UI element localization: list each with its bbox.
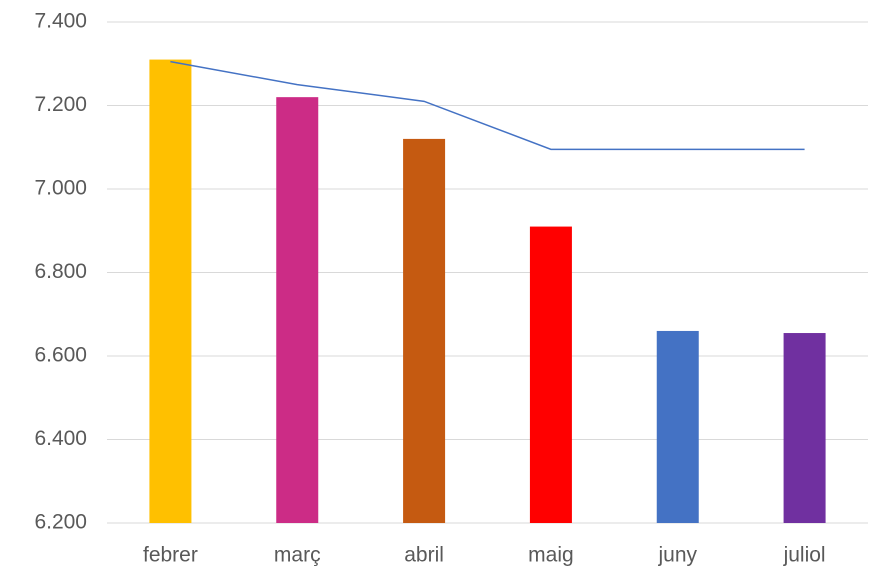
x-tick-label: maig (528, 544, 574, 567)
bar (149, 59, 192, 523)
x-tick-label: febrer (143, 544, 198, 567)
y-tick-label: 7.400 (34, 10, 87, 33)
y-tick-label: 6.200 (34, 511, 87, 534)
y-tick-label: 6.400 (34, 427, 87, 450)
x-tick-label: juny (657, 544, 697, 567)
y-tick-label: 6.600 (34, 344, 87, 367)
y-tick-label: 7.000 (34, 177, 87, 200)
bar (656, 330, 699, 523)
x-tick-label: juliol (783, 544, 826, 567)
y-tick-label: 7.200 (34, 93, 87, 116)
bar (276, 97, 319, 524)
y-tick-label: 6.800 (34, 260, 87, 283)
bar (529, 226, 572, 523)
bar (403, 138, 446, 523)
x-tick-label: març (274, 544, 321, 567)
x-tick-label: abril (404, 544, 444, 567)
bar (783, 333, 826, 523)
line (170, 60, 805, 151)
